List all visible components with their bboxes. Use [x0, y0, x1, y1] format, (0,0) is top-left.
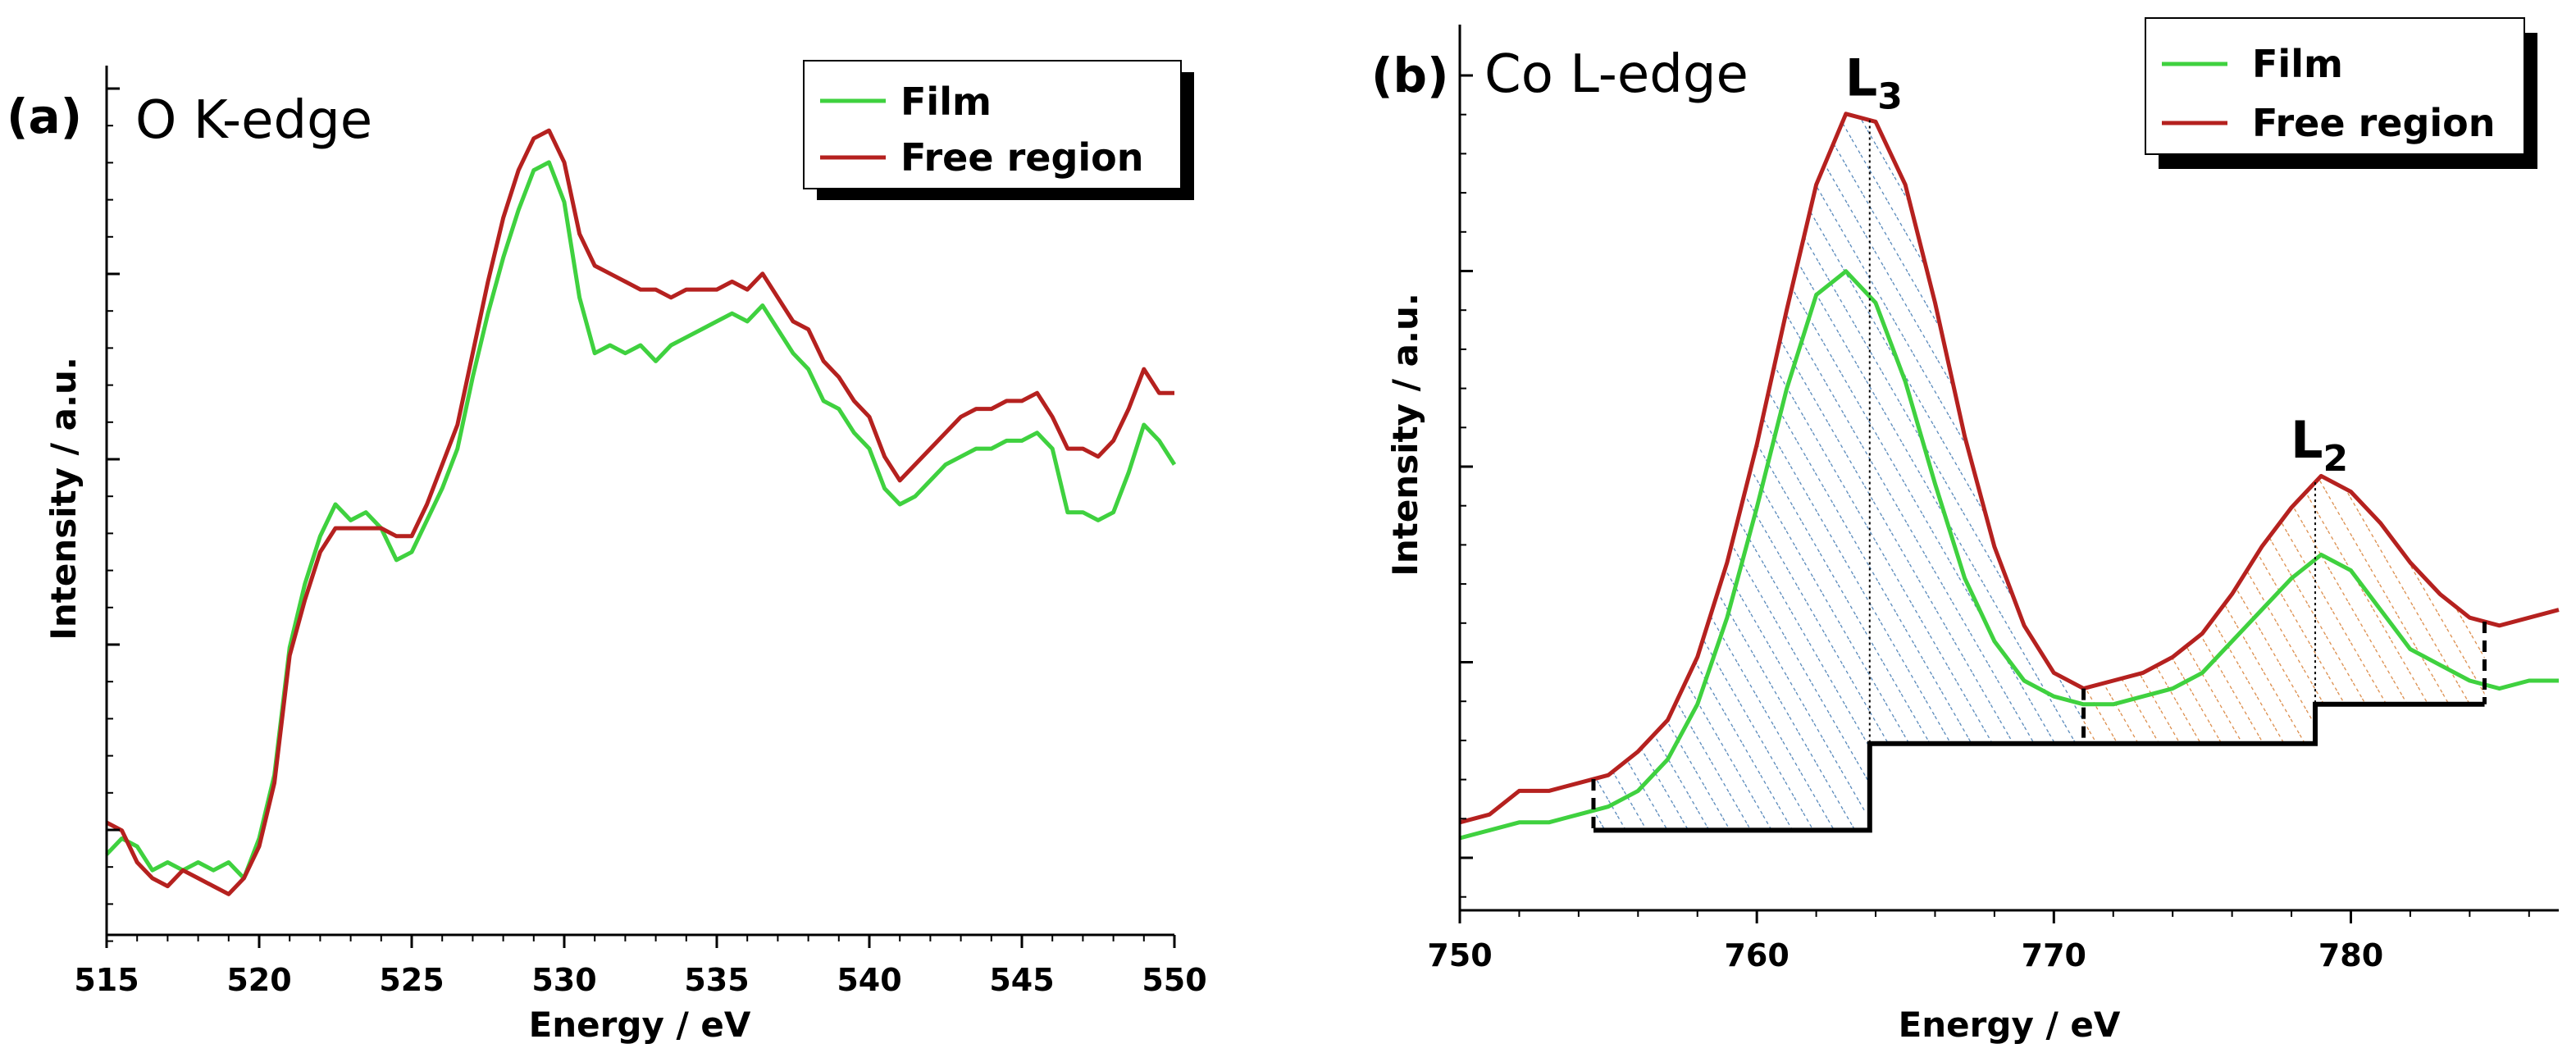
- x-tick-label: 520: [226, 962, 291, 998]
- panel-b-integration-areas: [1593, 114, 2485, 831]
- legend-box: [2145, 17, 2525, 155]
- panel-b-y-ticks: [1460, 74, 1473, 898]
- series-line-film: [105, 160, 1177, 881]
- legend-free-label: Free region: [2252, 101, 2496, 145]
- panel-b-x-label: Energy / eV: [1899, 1005, 2121, 1045]
- panel-b-title: Co L-edge: [1484, 44, 1748, 105]
- panel-a-label: (a): [7, 89, 82, 144]
- peak-label-l2: L2: [2291, 410, 2348, 480]
- panel-a: (a) O K-edge 515 520 525 530 535 540 545 550 En…: [7, 60, 1207, 1045]
- legend-free-label: Free region: [900, 135, 1144, 180]
- legend-film-label: Film: [900, 80, 992, 124]
- panel-a-y-ticks: [107, 87, 120, 942]
- x-tick-label: 540: [837, 962, 901, 998]
- legend-box: [803, 60, 1182, 189]
- series-line-free-region: [1459, 112, 2560, 825]
- panel-b-label: (b): [1371, 48, 1449, 103]
- x-tick-label: 530: [531, 962, 596, 998]
- x-tick-label: 525: [379, 962, 444, 998]
- x-tick-label: 780: [2318, 937, 2383, 973]
- l2-integration-area: [2083, 477, 2485, 744]
- step-background-line: [1593, 701, 2485, 833]
- panel-b-y-label: Intensity / a.u.: [1385, 293, 1425, 577]
- panel-b-x-ticks: 750 760 770 780: [1427, 910, 2530, 973]
- x-tick-label: 770: [2022, 937, 2086, 973]
- x-tick-label: 515: [74, 962, 139, 998]
- series-line-film: [1459, 269, 2559, 841]
- panel-a-legend: Film Free region: [803, 60, 1194, 200]
- x-tick-label: 760: [1724, 937, 1789, 973]
- x-tick-label: 535: [684, 962, 749, 998]
- panel-b: (b) Co L-edge 750 760 770 780 Energy / eV I…: [1371, 17, 2560, 1045]
- panel-a-plot-area: [105, 128, 1177, 896]
- panel-a-x-ticks: 515 520 525 530 535 540 545 550: [74, 935, 1207, 998]
- panel-b-step-background: [1591, 120, 2487, 833]
- panel-a-y-label: Intensity / a.u.: [43, 357, 84, 640]
- peak-label-l3: L3: [1845, 48, 1903, 117]
- x-tick-label: 750: [1427, 937, 1492, 973]
- panel-a-title: O K-edge: [135, 90, 372, 151]
- panel-b-plot-area: [1459, 112, 2560, 841]
- series-line-free-region: [105, 128, 1174, 896]
- x-tick-label: 550: [1142, 962, 1206, 998]
- panel-a-x-label: Energy / eV: [529, 1005, 751, 1045]
- panel-b-legend: Film Free region: [2145, 17, 2537, 169]
- x-tick-label: 545: [989, 962, 1054, 998]
- legend-film-label: Film: [2252, 42, 2343, 86]
